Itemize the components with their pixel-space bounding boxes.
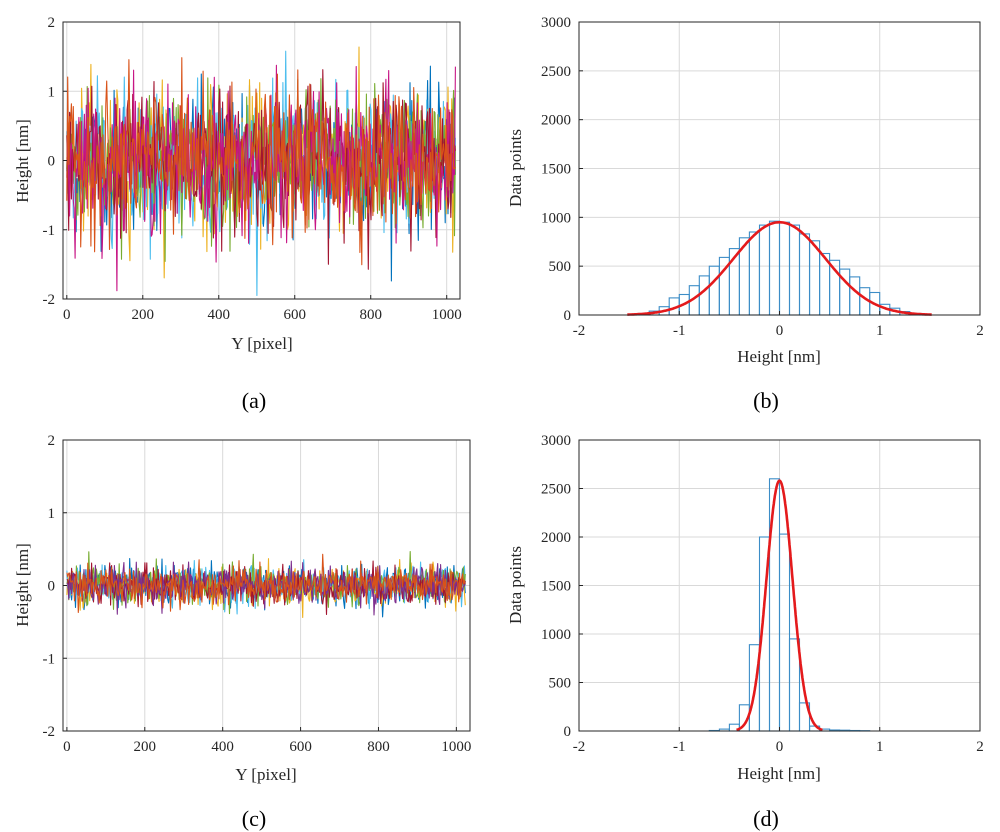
panel-b-histogram-bar (788, 224, 801, 316)
panel-b-x-tick-label: -2 (573, 323, 586, 339)
panel-d-y-tick-label: 1500 (541, 579, 571, 595)
panel-d-x-tick-label: 1 (876, 739, 884, 755)
panel-c-x-tick-label: 800 (367, 739, 390, 755)
panel-d-x-tick-label: -2 (573, 739, 586, 755)
panel-d-x-tick-label: 2 (976, 739, 984, 755)
panel-c-y-tick-label: 0 (48, 579, 56, 595)
panel-d-y-ticks: 0 500 1000 1500 2000 2500 3000 (541, 433, 583, 740)
panel-c-y-tick-label: 2 (48, 433, 56, 449)
panel-a-y-tick-label: -1 (43, 223, 56, 239)
panel-b-bars (628, 220, 931, 316)
panel-d-x-tick-label: 0 (776, 739, 784, 755)
panel-c-x-tick-label: 200 (134, 739, 157, 755)
panel-a-x-tick-label: 800 (359, 307, 382, 323)
panel-b-y-tick-label: 1000 (541, 210, 571, 226)
panel-d-histogram-bar (778, 533, 791, 732)
panel-b-gaussian-fit-line (627, 220, 932, 316)
panel-b-x-ticks: -2 -1 0 1 2 (573, 311, 984, 339)
panel-b-y-tick-label: 500 (549, 259, 572, 275)
panel-d-label: (d) (753, 806, 779, 831)
panel-d-x-axis-label: Height [nm] (737, 764, 821, 783)
panel-a-y-tick-label: 1 (48, 84, 56, 100)
panel-d-bars (708, 478, 871, 732)
panel-a-label: (a) (242, 388, 266, 413)
panel-d-y-tick-label: 1000 (541, 627, 571, 643)
panel-d-histogram-bar (788, 638, 801, 732)
panel-b-y-tick-label: 1500 (541, 162, 571, 178)
panel-c-y-ticks: -2 -1 0 1 2 (43, 433, 67, 740)
panel-d-fit (736, 479, 823, 732)
panel-a-series-7 (66, 57, 456, 266)
panel-b-y-tick-label: 3000 (541, 15, 571, 31)
panel-b-fit (627, 220, 932, 316)
panel-a-series-6 (66, 64, 456, 292)
panel-c-y-tick-label: 1 (48, 506, 56, 522)
panel-d-y-tick-label: 0 (564, 724, 572, 740)
panel-b-histogram-bar (768, 220, 781, 316)
panel-b-histogram: -2 -1 0 1 2 0 500 1000 1500 2000 2500 3000 Height … (506, 15, 984, 413)
panel-a-x-tick-label: 1000 (432, 307, 462, 323)
panel-b-x-tick-label: 2 (976, 323, 984, 339)
panel-d-gaussian-fit-line (736, 479, 823, 732)
panel-a-y-tick-label: -2 (43, 292, 56, 308)
panel-b-histogram-bar (758, 224, 771, 316)
panel-a-x-axis-label: Y [pixel] (231, 334, 292, 353)
panel-b-histogram-bar (849, 276, 861, 316)
panel-a-y-tick-label: 0 (48, 154, 56, 170)
panel-c-x-tick-label: 400 (211, 739, 234, 755)
panel-a-y-axis-label: Height [nm] (13, 119, 32, 203)
panel-d-y-tick-label: 2000 (541, 530, 571, 546)
panel-b-histogram-bar (748, 231, 760, 316)
panel-b-histogram-bar (698, 275, 710, 316)
panel-c-y-tick-label: -2 (43, 724, 56, 740)
panel-c-line-chart: 0 200 400 600 800 1000 -2 -1 0 1 2 Y [pixel] Heig… (13, 433, 471, 831)
panel-c-x-axis-label: Y [pixel] (235, 765, 296, 784)
panel-b-histogram-bar (708, 265, 720, 316)
panel-c-y-axis-label: Height [nm] (13, 543, 32, 627)
panel-c-series-7 (66, 553, 466, 614)
panel-b-x-tick-label: 1 (876, 323, 884, 339)
panel-d-histogram: -2 -1 0 1 2 0 500 1000 1500 2000 2500 3000 Height … (506, 433, 984, 831)
panel-b-y-axis-label: Data points (506, 129, 525, 207)
panel-a-x-tick-label: 200 (132, 307, 155, 323)
panel-a-x-ticks: 0 200 400 600 800 1000 (63, 295, 462, 323)
panel-b-y-tick-label: 2000 (541, 113, 571, 129)
panel-b-y-tick-label: 0 (564, 308, 572, 324)
panel-a-x-tick-label: 600 (283, 307, 306, 323)
panel-b-x-axis-label: Height [nm] (737, 347, 821, 366)
panel-b-label: (b) (753, 388, 779, 413)
panel-d-y-tick-label: 2500 (541, 482, 571, 498)
panel-b-x-tick-label: -1 (673, 323, 686, 339)
panel-c-x-tick-label: 1000 (441, 739, 471, 755)
panel-c-y-tick-label: -1 (43, 651, 56, 667)
panel-d-x-tick-label: -1 (673, 739, 686, 755)
panel-a-x-tick-label: 0 (63, 307, 71, 323)
panel-b-y-ticks: 0 500 1000 1500 2000 2500 3000 (541, 15, 583, 324)
panel-a-y-tick-label: 2 (48, 15, 56, 31)
panel-d-x-ticks: -2 -1 0 1 2 (573, 727, 984, 755)
panel-c-series (66, 551, 466, 619)
panel-b-histogram-bar (778, 221, 791, 316)
panel-c-x-tick-label: 0 (63, 739, 71, 755)
panel-a-y-ticks: -2 -1 0 1 2 (43, 15, 67, 308)
panel-c-x-ticks: 0 200 400 600 800 1000 (63, 727, 471, 755)
panel-b-histogram-bar (809, 240, 821, 316)
panel-c-label: (c) (242, 806, 266, 831)
panel-d-y-tick-label: 500 (549, 676, 572, 692)
panel-a-series (66, 46, 456, 297)
panel-b-x-tick-label: 0 (776, 323, 784, 339)
panel-c-x-tick-label: 600 (289, 739, 312, 755)
panel-a-line-chart: 0 200 400 600 800 1000 -2 -1 0 1 2 Y [pixel] Heig… (13, 15, 462, 413)
panel-a-x-tick-label: 400 (208, 307, 231, 323)
panel-b-y-tick-label: 2500 (541, 64, 571, 80)
panel-d-y-tick-label: 3000 (541, 433, 571, 449)
panel-d-y-axis-label: Data points (506, 546, 525, 624)
panel-b-histogram-bar (798, 233, 811, 316)
